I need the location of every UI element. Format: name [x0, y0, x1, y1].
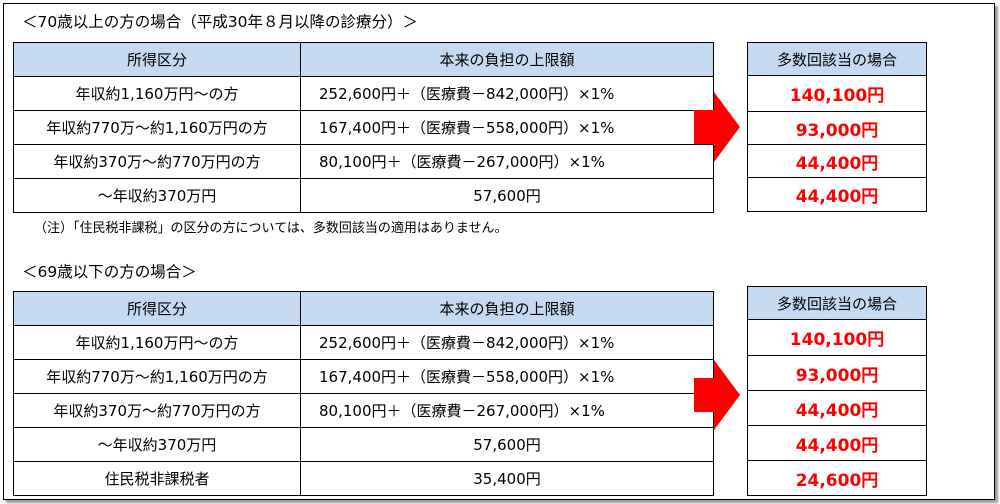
table-row: 年収約1,160万円～の方 252,600円＋（医療費－842,000円）×1% [13, 76, 714, 111]
income-category: 年収約770万～約1,160万円の方 [13, 359, 301, 394]
result-value: 140,100円 [747, 75, 927, 112]
result-header: 多数回該当の場合 [747, 286, 927, 320]
income-category: 年収約370万～約770万円の方 [13, 393, 301, 428]
result-value: 44,400円 [747, 425, 927, 461]
income-category: 年収約1,160万円～の方 [13, 325, 301, 360]
income-category: 年収約370万～約770万円の方 [13, 144, 301, 179]
income-category: 年収約1,160万円～の方 [13, 76, 301, 111]
result-value: 93,000円 [747, 111, 927, 145]
result-value: 44,400円 [747, 144, 927, 178]
note-text: （注）「住民税非課税」の区分の方については、多数回該当の適用はありません。 [34, 221, 508, 236]
header-original-limit: 本来の負担の上限額 [300, 42, 714, 77]
limit-formula: 35,400円 [300, 461, 714, 496]
limit-formula: 80,100円＋（医療費－267,000円）×1% [300, 144, 714, 179]
table-row: 住民税非課税者 35,400円 [13, 461, 714, 496]
limit-formula: 80,100円＋（医療費－267,000円）×1% [300, 393, 714, 428]
limit-formula: 252,600円＋（医療費－842,000円）×1% [300, 325, 714, 360]
header-income-category: 所得区分 [13, 291, 301, 326]
income-category: ～年収約370万円 [13, 178, 301, 213]
limit-formula: 57,600円 [300, 178, 714, 213]
section1-title: ＜70歳以上の方の場合（平成30年８月以降の診療分）＞ [22, 13, 418, 31]
table-row: 年収約770万～約1,160万円の方 167,400円＋（医療費－558,000… [13, 359, 714, 394]
income-category: ～年収約370万円 [13, 427, 301, 462]
header-original-limit: 本来の負担の上限額 [300, 291, 714, 326]
result-value: 24,600円 [747, 460, 927, 496]
table-row: ～年収約370万円 57,600円 [13, 178, 714, 213]
income-category: 住民税非課税者 [13, 461, 301, 496]
result-value: 140,100円 [747, 319, 927, 356]
section1-main-table: 所得区分 本来の負担の上限額 年収約1,160万円～の方 252,600円＋（医… [13, 42, 714, 213]
income-category: 年収約770万～約1,160万円の方 [13, 110, 301, 145]
table-row: 年収約1,160万円～の方 252,600円＋（医療費－842,000円）×1% [13, 325, 714, 360]
section2-main-table: 所得区分 本来の負担の上限額 年収約1,160万円～の方 252,600円＋（医… [13, 291, 714, 496]
header-income-category: 所得区分 [13, 42, 301, 77]
result-value: 44,400円 [747, 390, 927, 426]
table-header-row: 所得区分 本来の負担の上限額 [13, 291, 714, 326]
section2-result-table: 多数回該当の場合 140,100円 93,000円 44,400円 44,400… [747, 286, 927, 496]
result-value: 44,400円 [747, 177, 927, 212]
section1-result-table: 多数回該当の場合 140,100円 93,000円 44,400円 44,400… [747, 42, 927, 212]
section2-title: ＜69歳以下の方の場合＞ [22, 263, 197, 281]
table-header-row: 所得区分 本来の負担の上限額 [13, 42, 714, 77]
right-arrow-icon [694, 92, 740, 162]
table-row: 年収約770万～約1,160万円の方 167,400円＋（医療費－558,000… [13, 110, 714, 145]
table-row: 年収約370万～約770万円の方 80,100円＋（医療費－267,000円）×… [13, 144, 714, 179]
result-value: 93,000円 [747, 355, 927, 391]
limit-formula: 167,400円＋（医療費－558,000円）×1% [300, 110, 714, 145]
limit-formula: 57,600円 [300, 427, 714, 462]
right-arrow-icon [694, 360, 740, 430]
limit-formula: 252,600円＋（医療費－842,000円）×1% [300, 76, 714, 111]
result-header: 多数回該当の場合 [747, 42, 927, 76]
table-row: 年収約370万～約770万円の方 80,100円＋（医療費－267,000円）×… [13, 393, 714, 428]
limit-formula: 167,400円＋（医療費－558,000円）×1% [300, 359, 714, 394]
table-row: ～年収約370万円 57,600円 [13, 427, 714, 462]
